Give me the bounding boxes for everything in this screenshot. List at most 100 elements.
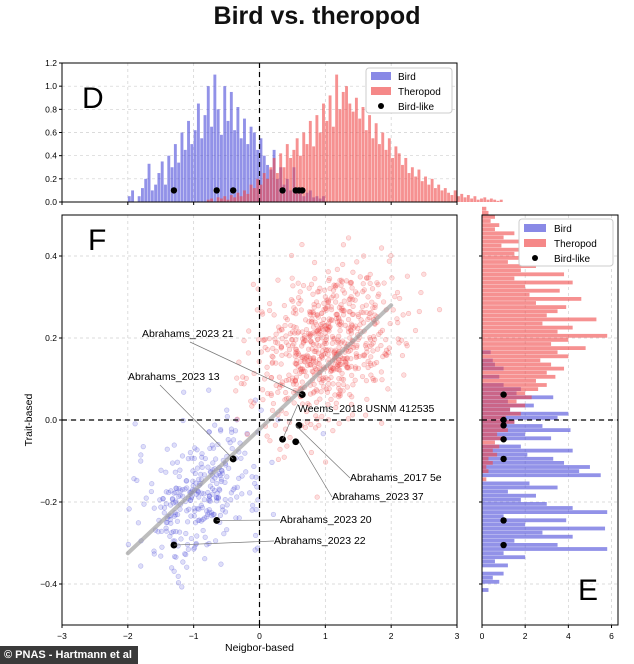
panel-f-letter: F (88, 224, 106, 257)
panel-e-bar-bird (482, 502, 547, 506)
panel-e-bar-theropod (482, 465, 487, 469)
panel-f-xtick-label: −3 (57, 631, 67, 641)
panel-f-point-theropod (337, 391, 343, 397)
panel-f-point-theropod (359, 304, 366, 310)
panel-e-bar-bird (482, 526, 606, 531)
panel-f-point-theropod (284, 317, 290, 323)
panel-e-bar-bird (482, 452, 528, 457)
panel-d-bar-theropod (335, 74, 339, 202)
panel-f-point-theropod (335, 366, 342, 373)
panel-f-point-theropod (358, 309, 364, 315)
panel-f-point-theropod (341, 298, 347, 304)
panel-e-xtick-label: 0 (480, 631, 485, 641)
panel-f-point-bird (210, 460, 216, 466)
panel-e-bar-theropod (482, 272, 565, 277)
legend-swatch-bird (524, 224, 546, 232)
panel-f-point-theropod (317, 325, 323, 332)
panel-f-point-theropod (335, 381, 342, 387)
panel-f-point-bird (151, 551, 157, 557)
panel-f-point-bird (222, 509, 229, 515)
panel-f-point-bird (239, 473, 245, 479)
panel-f-point-theropod (339, 279, 345, 285)
panel-f-point-bird (199, 505, 205, 511)
panel-f-point-theropod (316, 422, 322, 428)
panel-f-point-theropod (287, 331, 293, 337)
panel-e-bar-theropod (482, 256, 526, 260)
panel-e-bar-theropod (482, 223, 500, 227)
panel-e-bar-theropod (482, 428, 508, 432)
panel-f-point-theropod (348, 401, 355, 408)
panel-f-point-bird (204, 508, 210, 514)
panel-f-point-theropod (302, 359, 308, 365)
panel-f-point-theropod (314, 367, 320, 373)
panel-f-point-theropod (383, 347, 390, 353)
panel-d-bar-theropod (266, 178, 269, 202)
panel-f-point-bird (204, 514, 210, 520)
panel-f-point-theropod (332, 284, 338, 290)
panel-f-point-theropod (332, 362, 339, 368)
panel-f-point-bird (176, 486, 182, 492)
panel-f-point-theropod (273, 331, 279, 337)
panel-f-point-theropod (290, 283, 296, 289)
panel-e-birdlike-point (500, 517, 507, 524)
panel-f-point-bird (175, 580, 182, 586)
panel-f-point-theropod (297, 370, 303, 376)
panel-f-point-theropod (310, 291, 316, 297)
panel-f-point-theropod (364, 275, 370, 281)
panel-f-point-theropod (292, 378, 299, 384)
panel-e-bar-theropod (482, 321, 543, 326)
panel-f-point-theropod (278, 326, 284, 332)
panel-f-point-bird (193, 491, 200, 497)
panel-f-point-bird (171, 442, 177, 448)
panel-f-point-theropod (301, 358, 307, 364)
panel-f-point-bird (191, 455, 197, 462)
panel-f-point-theropod (332, 282, 339, 289)
panel-f-point-theropod (286, 347, 293, 353)
panel-f-point-theropod (372, 302, 378, 308)
panel-f-point-theropod (354, 342, 360, 348)
panel-f-point-bird (138, 458, 144, 464)
panel-d-bar-theropod (427, 184, 431, 202)
panel-f-point-theropod (315, 350, 322, 356)
panel-e-birdlike-point (500, 455, 507, 463)
panel-f-point-theropod (344, 360, 350, 366)
panel-f-point-theropod (299, 343, 305, 349)
panel-f-point-bird (143, 495, 149, 501)
panel-e-bar-bird (482, 428, 571, 432)
panel-f-point-bird (244, 430, 250, 437)
panel-e-bar-theropod (482, 342, 552, 346)
panel-f-point-bird (169, 496, 176, 502)
panel-d-birdlike-point (279, 187, 286, 194)
panel-e-bar-bird (482, 514, 504, 519)
panel-f-point-bird (234, 484, 240, 490)
panel-f-point-theropod (346, 329, 352, 335)
panel-d-bar-theropod (308, 120, 312, 202)
panel-f-point-bird (216, 486, 222, 492)
panel-e-bar-theropod (482, 284, 526, 289)
panel-f-point-theropod (347, 280, 353, 286)
panel-d-bar-theropod (430, 178, 434, 202)
panel-f-point-bird (209, 513, 215, 519)
panel-f-point-theropod (267, 301, 273, 307)
panel-f-point-theropod (238, 380, 244, 387)
panel-f-point-theropod (334, 293, 340, 299)
panel-f-point-theropod (310, 357, 316, 363)
panel-d-bar-theropod (470, 198, 474, 202)
panel-f-point-theropod (321, 316, 327, 322)
panel-f-point-bird (229, 445, 235, 452)
panel-f-point-theropod (306, 361, 313, 368)
panel-f-point-theropod (315, 314, 321, 320)
panel-f-point-theropod (322, 330, 328, 336)
panel-f-point-theropod (367, 343, 373, 349)
panel-f-point-bird (161, 510, 167, 516)
panel-f-point-theropod (293, 311, 299, 317)
panel-f-point-bird (190, 468, 196, 474)
panel-f-point-bird (206, 493, 212, 499)
legend-label: Bird (398, 72, 416, 83)
panel-d-bar-theropod (210, 198, 214, 202)
panel-e-bar-bird (482, 497, 521, 502)
panel-f-point-bird (209, 485, 216, 492)
panel-d-bar-theropod (433, 188, 437, 202)
panel-f-point-theropod (346, 348, 352, 355)
